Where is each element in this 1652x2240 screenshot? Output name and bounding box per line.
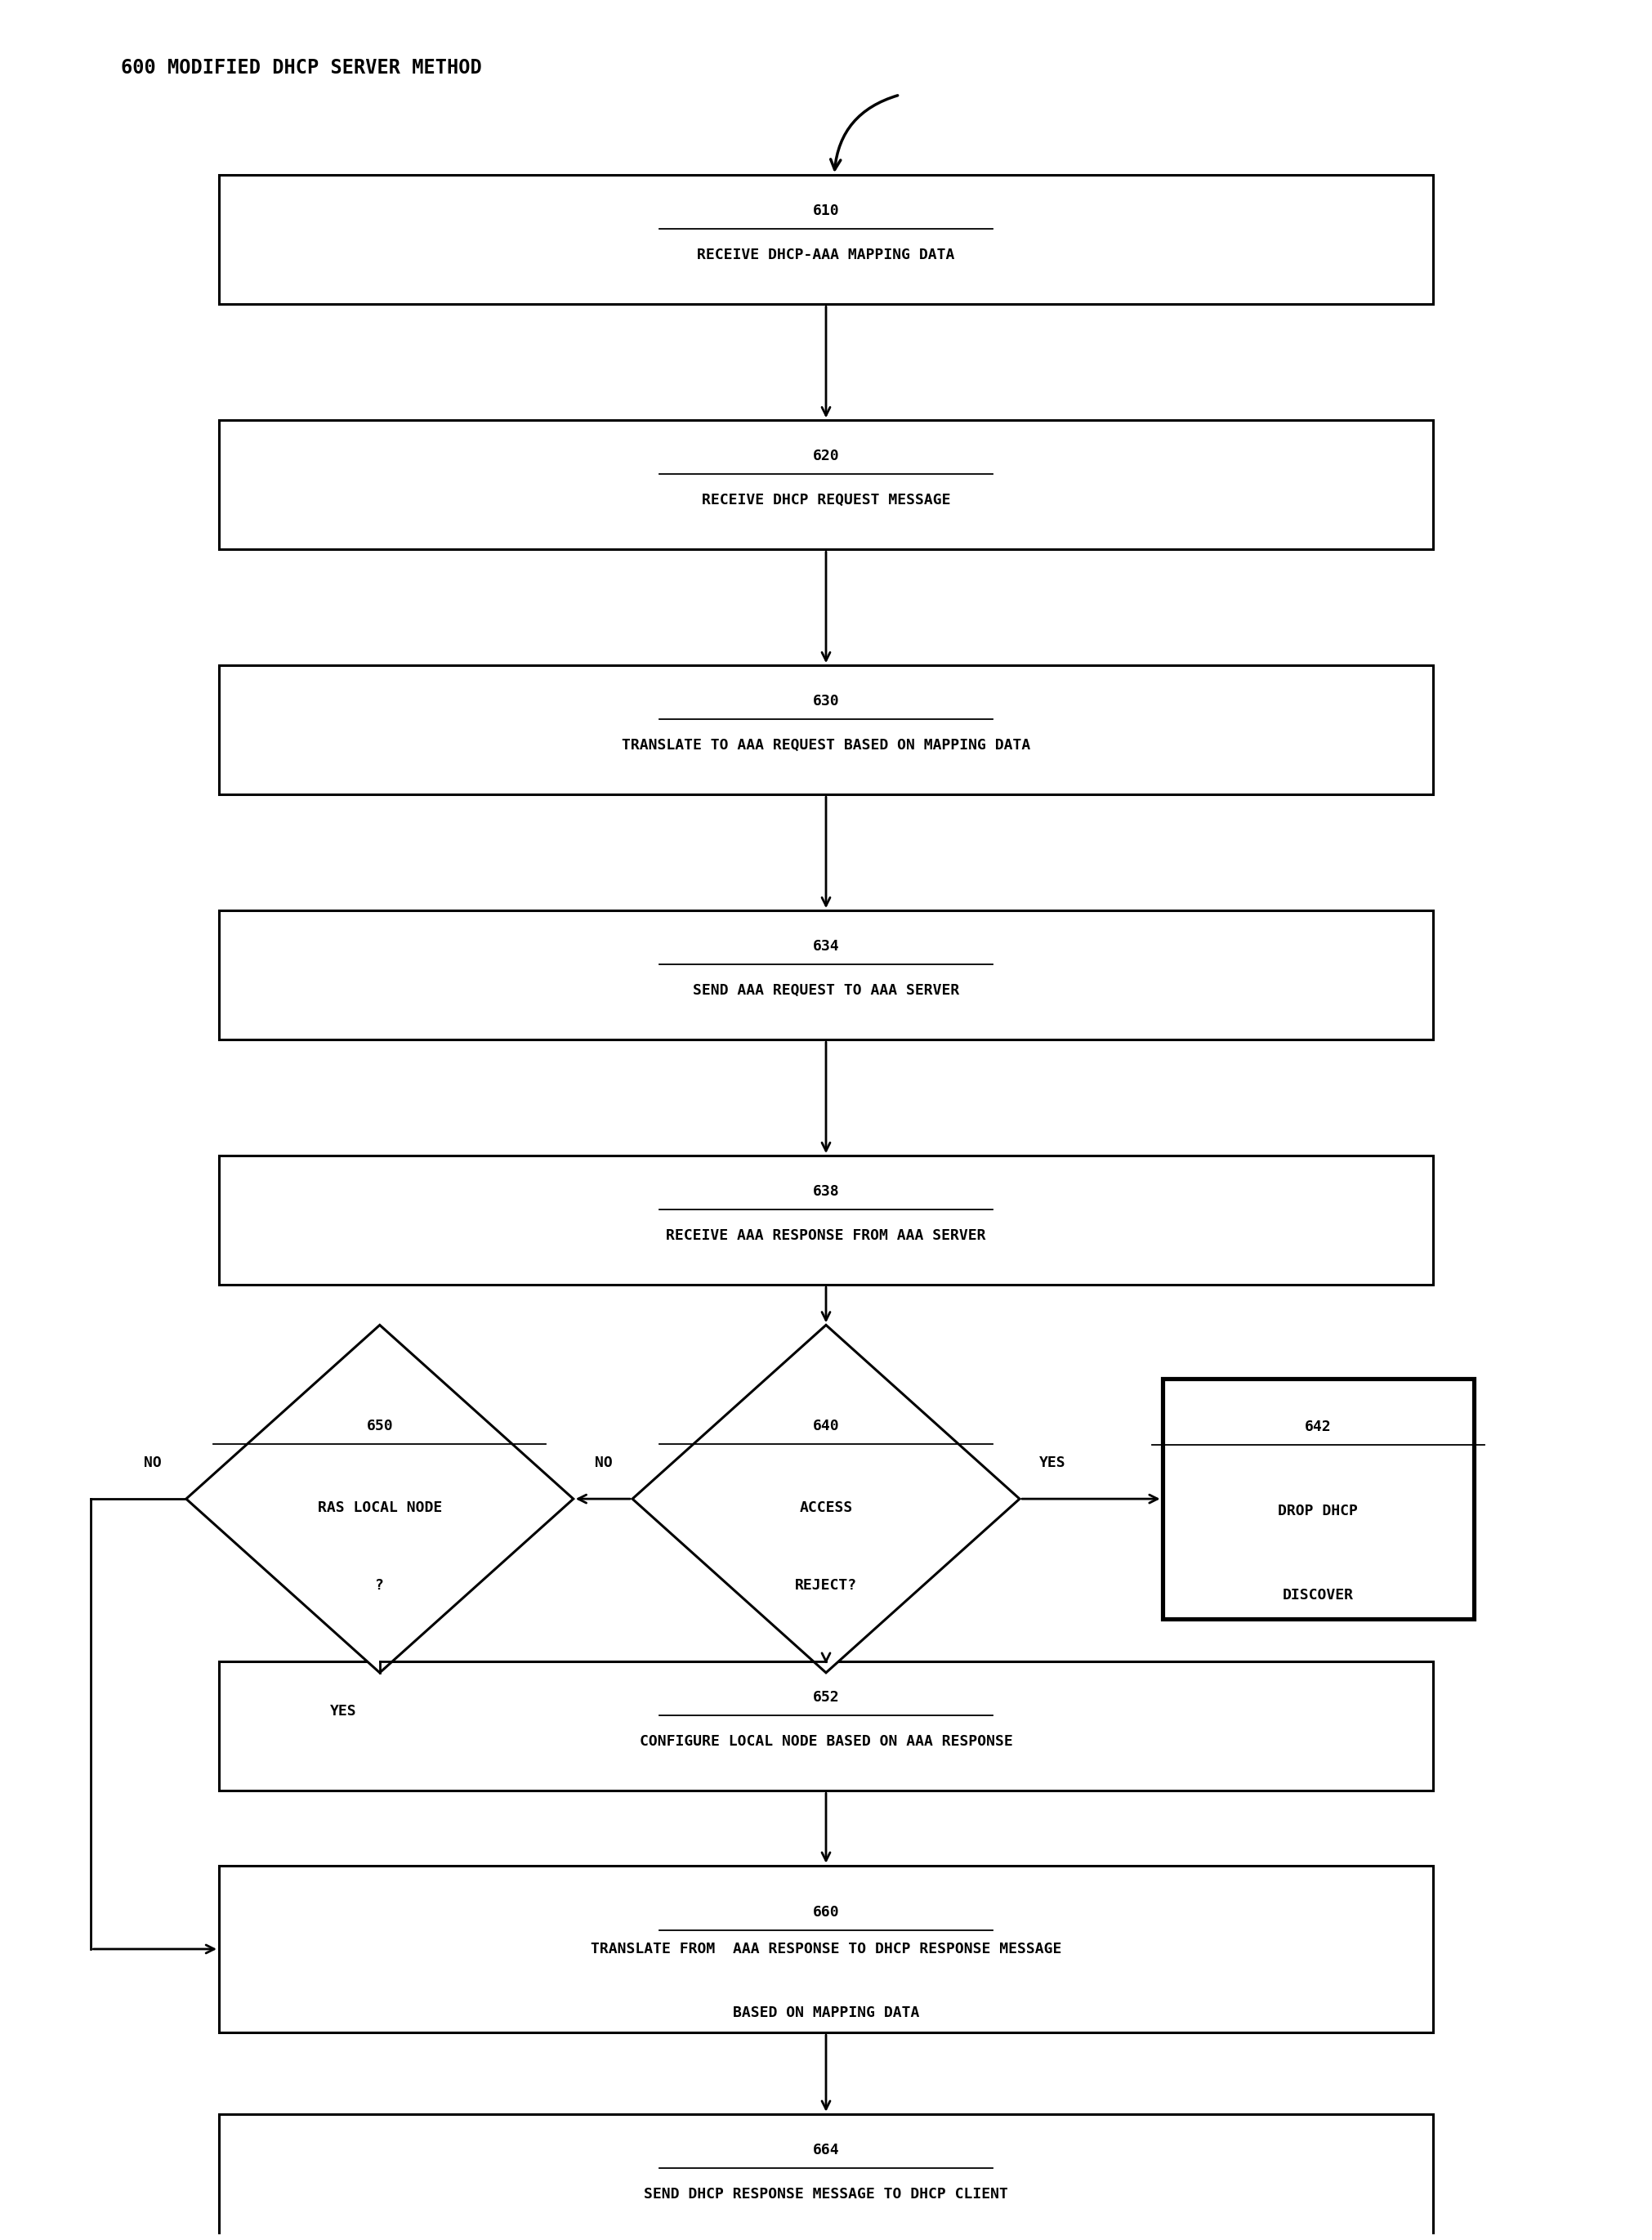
- Text: RAS LOCAL NODE: RAS LOCAL NODE: [317, 1501, 443, 1514]
- Text: SEND AAA REQUEST TO AAA SERVER: SEND AAA REQUEST TO AAA SERVER: [692, 983, 960, 999]
- Text: 642: 642: [1305, 1420, 1332, 1434]
- Text: REJECT?: REJECT?: [795, 1579, 857, 1593]
- FancyBboxPatch shape: [220, 2115, 1432, 2240]
- Text: RECEIVE DHCP REQUEST MESSAGE: RECEIVE DHCP REQUEST MESSAGE: [702, 493, 950, 508]
- Text: DISCOVER: DISCOVER: [1282, 1588, 1353, 1602]
- Text: 634: 634: [813, 939, 839, 954]
- Text: 600 MODIFIED DHCP SERVER METHOD: 600 MODIFIED DHCP SERVER METHOD: [121, 58, 481, 78]
- Text: RECEIVE DHCP-AAA MAPPING DATA: RECEIVE DHCP-AAA MAPPING DATA: [697, 249, 955, 262]
- FancyBboxPatch shape: [220, 1662, 1432, 1790]
- Text: 638: 638: [813, 1185, 839, 1198]
- FancyBboxPatch shape: [220, 1156, 1432, 1286]
- FancyBboxPatch shape: [220, 665, 1432, 795]
- Text: NO: NO: [144, 1456, 162, 1472]
- Text: ACCESS: ACCESS: [800, 1501, 852, 1514]
- Text: YES: YES: [1039, 1456, 1066, 1472]
- FancyBboxPatch shape: [220, 421, 1432, 549]
- Text: RECEIVE AAA RESPONSE FROM AAA SERVER: RECEIVE AAA RESPONSE FROM AAA SERVER: [666, 1228, 986, 1243]
- Text: ?: ?: [375, 1579, 385, 1593]
- Text: 664: 664: [813, 2144, 839, 2157]
- Text: CONFIGURE LOCAL NODE BASED ON AAA RESPONSE: CONFIGURE LOCAL NODE BASED ON AAA RESPON…: [639, 1734, 1013, 1749]
- Text: 652: 652: [813, 1691, 839, 1705]
- Text: 610: 610: [813, 204, 839, 220]
- Text: TRANSLATE FROM  AAA RESPONSE TO DHCP RESPONSE MESSAGE: TRANSLATE FROM AAA RESPONSE TO DHCP RESP…: [590, 1942, 1062, 1956]
- Text: BASED ON MAPPING DATA: BASED ON MAPPING DATA: [733, 2005, 919, 2020]
- FancyBboxPatch shape: [1163, 1378, 1474, 1620]
- Text: 630: 630: [813, 694, 839, 708]
- Text: TRANSLATE TO AAA REQUEST BASED ON MAPPING DATA: TRANSLATE TO AAA REQUEST BASED ON MAPPIN…: [621, 739, 1031, 753]
- Text: NO: NO: [595, 1456, 613, 1472]
- Polygon shape: [187, 1326, 573, 1673]
- Text: 640: 640: [813, 1418, 839, 1434]
- FancyBboxPatch shape: [220, 909, 1432, 1039]
- Polygon shape: [633, 1326, 1019, 1673]
- Text: 620: 620: [813, 448, 839, 464]
- Text: 650: 650: [367, 1418, 393, 1434]
- Text: DROP DHCP: DROP DHCP: [1279, 1503, 1358, 1519]
- Text: YES: YES: [330, 1705, 357, 1718]
- FancyBboxPatch shape: [220, 175, 1432, 305]
- FancyBboxPatch shape: [220, 1866, 1432, 2032]
- Text: SEND DHCP RESPONSE MESSAGE TO DHCP CLIENT: SEND DHCP RESPONSE MESSAGE TO DHCP CLIEN…: [644, 2186, 1008, 2202]
- Text: 660: 660: [813, 1904, 839, 1920]
